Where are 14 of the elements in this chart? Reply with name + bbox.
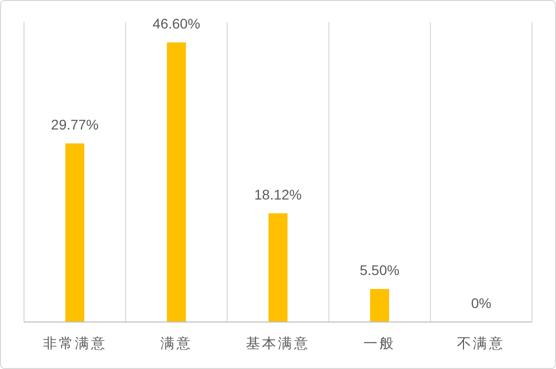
data-label: 29.77% — [51, 116, 99, 132]
bar — [370, 289, 390, 322]
bar — [65, 143, 84, 322]
data-label: 18.12% — [254, 186, 302, 202]
x-tick-label: 基本满意 — [246, 335, 310, 351]
bar — [166, 42, 186, 322]
x-tick-label: 满意 — [160, 335, 192, 351]
x-tick-label: 一般 — [364, 335, 396, 351]
data-label: 5.50% — [360, 262, 400, 278]
bar — [268, 213, 288, 322]
x-tick-label: 不满意 — [457, 335, 506, 351]
data-label: 0% — [471, 295, 492, 311]
x-tick-label: 非常满意 — [42, 335, 107, 351]
data-label: 46.60% — [152, 15, 200, 32]
